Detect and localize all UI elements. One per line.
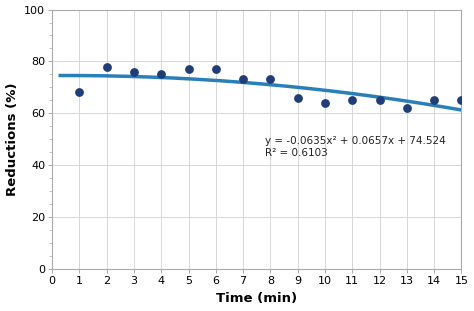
Point [103, 64, 110, 69]
Point [458, 98, 465, 103]
Point [294, 95, 301, 100]
Point [348, 98, 356, 103]
Point [266, 77, 274, 82]
X-axis label: Time (min): Time (min) [216, 292, 297, 305]
Point [157, 72, 165, 77]
Point [130, 69, 138, 74]
Point [376, 98, 383, 103]
Y-axis label: Reductions (%): Reductions (%) [6, 82, 18, 196]
Point [185, 67, 192, 72]
Point [212, 67, 219, 72]
Point [430, 98, 438, 103]
Point [321, 100, 329, 105]
Point [75, 90, 83, 95]
Point [403, 105, 410, 110]
Text: y = -0.0635x² + 0.0657x + 74.524
R² = 0.6103: y = -0.0635x² + 0.0657x + 74.524 R² = 0.… [265, 136, 446, 158]
Point [239, 77, 247, 82]
